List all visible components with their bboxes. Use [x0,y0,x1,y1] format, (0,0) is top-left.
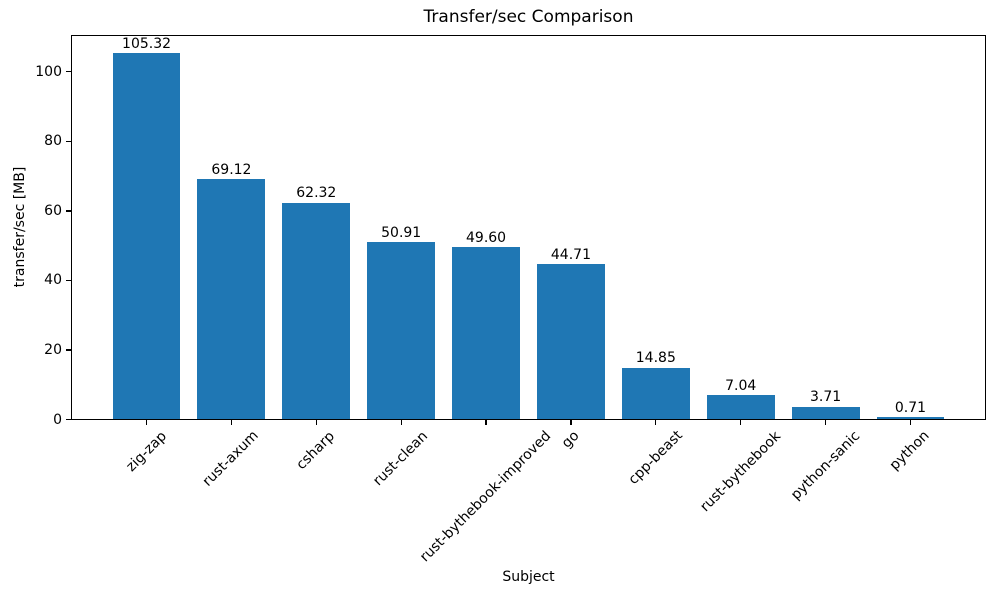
x-axis-label: Subject [502,569,555,585]
bar-zig-zap [112,53,181,420]
x-tick-label-python: python [887,427,934,474]
x-tick-mark [400,419,402,425]
x-tick-mark [655,419,657,425]
bar-rust-clean [367,242,436,420]
bar-value-label-rust-bythebook: 7.04 [725,377,757,394]
bar-value-label-zig-zap: 105.32 [122,35,172,52]
bar-value-label-go: 44.71 [550,246,591,263]
y-tick-mark [66,140,71,142]
bar-python [876,417,945,420]
y-axis-label: transfer/sec [MB] [12,166,28,288]
bar-rust-bythebook-improved [452,247,520,420]
x-tick-label-rust-clean: rust-clean [370,427,432,489]
x-tick-mark [230,419,233,425]
y-tick-mark [66,418,71,421]
x-tick-mark [824,419,827,425]
bar-value-label-cpp-beast: 14.85 [635,350,676,367]
y-tick-mark [66,210,71,212]
y-tick-label-20: 20 [44,341,62,358]
y-tick-label-80: 80 [44,133,62,150]
bar-value-label-python: 0.71 [894,399,927,416]
bar-value-label-rust-axum: 69.12 [211,161,252,178]
y-tick-label-0: 0 [53,411,62,428]
x-tick-mark [570,419,572,425]
x-tick-mark [740,419,742,425]
x-tick-label-rust-bythebook: rust-bythebook [696,428,784,515]
bar-cpp-beast [621,367,690,420]
bar-value-label-rust-bythebook-improved: 49.60 [466,229,507,246]
x-tick-label-rust-axum: rust-axum [200,428,263,491]
y-tick-label-40: 40 [44,272,62,289]
bar-rust-bythebook [706,395,775,420]
bar-csharp [282,202,351,420]
y-tick-label-60: 60 [44,202,62,219]
chart-title: Transfer/sec Comparison [423,7,634,27]
bar-python-sanic [791,406,860,420]
x-tick-mark [485,419,487,425]
plot-area [71,35,986,420]
x-tick-label-zig-zap: zig-zap [122,427,170,475]
x-tick-mark [909,419,912,425]
y-tick-mark [66,71,71,73]
y-tick-mark [66,349,71,351]
x-tick-label-python-sanic: python-sanic [787,427,863,504]
bar-go [536,264,605,420]
bar-value-label-csharp: 62.32 [296,185,337,202]
y-tick-label-100: 100 [35,63,62,80]
x-tick-label-csharp: csharp [293,427,339,473]
x-tick-mark [145,419,148,425]
x-tick-label-go: go [558,427,583,452]
x-tick-mark [315,419,317,425]
y-tick-mark [66,279,71,282]
x-tick-label-rust-bythebook-improved: rust-bythebook-improved [417,427,555,566]
bar-value-label-rust-clean: 50.91 [381,224,422,241]
x-tick-label-cpp-beast: cpp-beast [625,427,686,489]
bar-value-label-python-sanic: 3.71 [809,389,842,406]
bar-rust-axum [197,179,266,420]
